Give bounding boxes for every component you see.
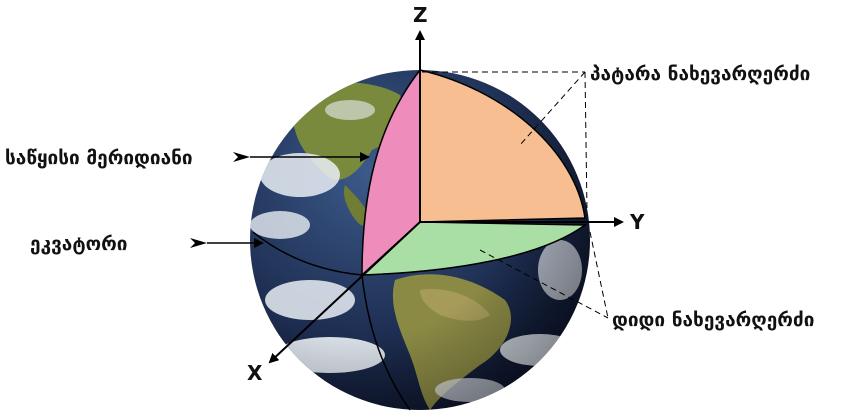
- z-axis-label: Z: [413, 3, 428, 27]
- large-semi-axis-label: დიდი ნახევარღერძი: [612, 309, 814, 331]
- prime-meridian-label: საწყისი მერიდიანი: [5, 147, 193, 169]
- large-semi-axis-leader: [479, 231, 609, 319]
- meridian-lower-arc: [361, 274, 411, 411]
- equator-line: [252, 231, 363, 276]
- equatorial-plane: [359, 221, 588, 276]
- x-axis-label: X: [247, 361, 263, 385]
- prime-meridian-plane: [361, 67, 421, 277]
- equator-label: ეკვატორი: [30, 233, 127, 255]
- arrow-right-icon: [233, 152, 250, 162]
- y-axis-label: Y: [629, 210, 645, 234]
- small-semi-axis-leader: [422, 71, 588, 213]
- upper-quadrant-plane: [419, 69, 586, 223]
- small-semi-axis-label: პატარა ნახევარღერძი: [590, 63, 810, 85]
- x-axis: [268, 221, 421, 364]
- arrow-right-icon: [190, 238, 207, 248]
